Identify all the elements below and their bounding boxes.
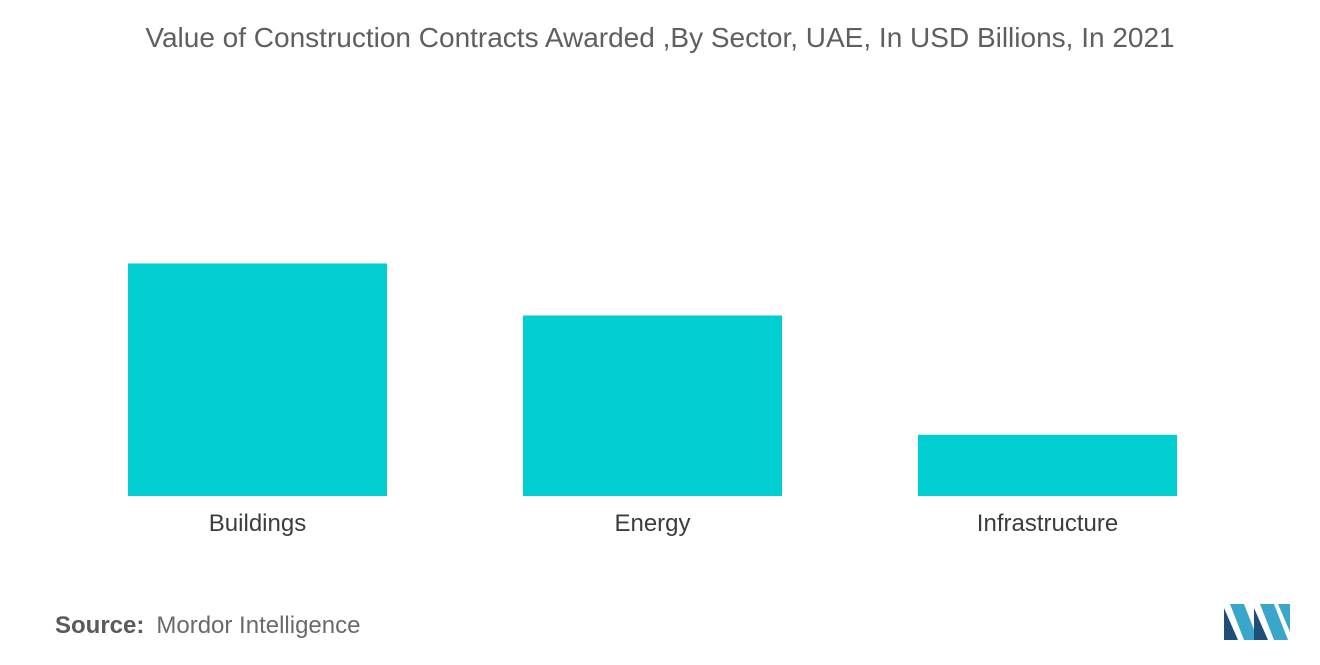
category-labels-layer: Buildings Energy Infrastructure bbox=[209, 510, 1118, 537]
category-label-infrastructure: Infrastructure bbox=[977, 510, 1118, 537]
source-text: Mordor Intelligence bbox=[156, 612, 361, 639]
bar-energy bbox=[523, 315, 782, 496]
source-label: Source: bbox=[55, 612, 145, 639]
source-note: Source: Mordor Intelligence bbox=[55, 612, 360, 640]
category-label-buildings: Buildings bbox=[209, 510, 306, 537]
mordor-intelligence-logo-icon bbox=[1224, 604, 1290, 640]
bar-buildings bbox=[128, 263, 387, 496]
bars-layer bbox=[128, 263, 1177, 496]
chart-title: Value of Construction Contracts Awarded … bbox=[145, 22, 1175, 53]
bar-infrastructure bbox=[918, 434, 1177, 496]
category-label-energy: Energy bbox=[614, 510, 690, 537]
